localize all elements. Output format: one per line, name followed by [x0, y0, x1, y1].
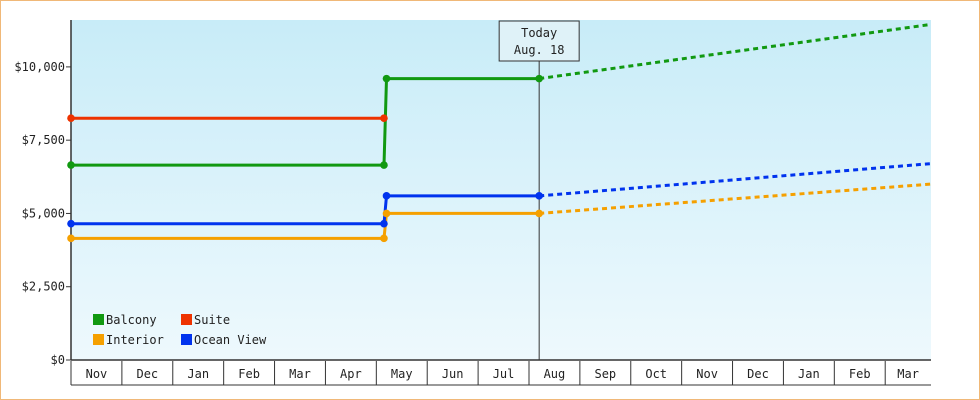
legend-swatch-balcony [93, 314, 104, 325]
ocean-view-projection-line [539, 162, 932, 198]
x-tick-label: Jan [798, 367, 820, 381]
balcony-data-point [380, 161, 388, 169]
x-tick-label: Feb [849, 367, 871, 381]
legend-label-suite: Suite [194, 313, 230, 327]
x-tick-label: Sep [594, 367, 616, 381]
today-label-title: Today [521, 26, 557, 40]
x-tick-label: Jan [187, 367, 209, 381]
ocean-view-series-line [71, 194, 540, 226]
legend-swatch-suite [181, 314, 192, 325]
x-tick-label: Apr [340, 367, 362, 381]
y-tick-label: $2,500 [22, 280, 65, 294]
interior-projection-line [539, 182, 932, 215]
balcony-projection-line [538, 22, 932, 81]
x-tick-label: Jul [493, 367, 515, 381]
legend-label-ocean-view: Ocean View [194, 333, 267, 347]
y-tick-label: $5,000 [22, 206, 65, 220]
x-tick-label: Dec [136, 367, 158, 381]
ocean-view-data-point [67, 219, 75, 228]
today-label-date: Aug. 18 [514, 43, 565, 57]
y-tick-label: $7,500 [22, 133, 65, 147]
ocean-view-data-point [535, 192, 543, 200]
y-tick-label: $10,000 [14, 60, 65, 74]
x-tick-label: Nov [696, 367, 718, 381]
x-tick-label: May [391, 367, 413, 381]
balcony-data-point [67, 161, 75, 169]
suite-data-point [380, 114, 388, 122]
interior-data-point [535, 209, 543, 218]
today-label-box [498, 20, 580, 62]
x-tick-label: Dec [747, 367, 769, 381]
plot-background [71, 20, 931, 360]
balcony-data-point [382, 74, 391, 83]
ocean-view-data-point [382, 192, 391, 200]
x-tick-label: Aug [544, 367, 566, 381]
x-tick-label: Nov [86, 367, 108, 381]
legend-label-interior: Interior [106, 333, 164, 347]
legend-label-balcony: Balcony [106, 313, 157, 327]
legend-swatch-ocean-view [181, 334, 192, 345]
interior-data-point [380, 234, 388, 243]
interior-data-point [382, 209, 391, 218]
balcony-data-point [535, 74, 543, 83]
x-tick-label: Feb [238, 367, 260, 381]
suite-data-point [67, 114, 75, 122]
legend-swatch-interior [93, 334, 104, 345]
ocean-view-data-point [380, 219, 388, 228]
balcony-series-line [71, 77, 540, 167]
interior-data-point [67, 234, 75, 243]
x-tick-label: Mar [289, 367, 311, 381]
x-tick-label: Oct [645, 367, 667, 381]
x-tick-label: Mar [897, 367, 919, 381]
x-tick-label: Jun [442, 367, 464, 381]
y-tick-label: $0 [51, 353, 65, 367]
